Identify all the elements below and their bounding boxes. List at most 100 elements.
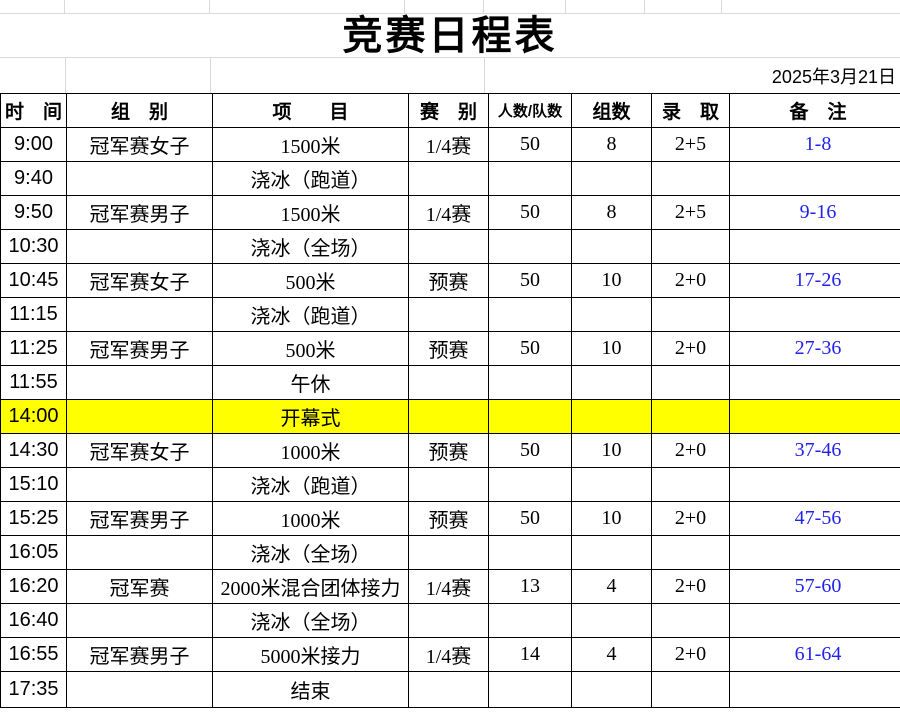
cell-count[interactable]	[488, 467, 572, 502]
cell-time[interactable]: 9:50	[0, 195, 67, 230]
cell-admit[interactable]: 2+0	[651, 569, 730, 604]
cell-groups[interactable]	[571, 603, 652, 638]
cell-note[interactable]	[729, 467, 900, 502]
cell-time[interactable]: 11:55	[0, 365, 67, 400]
cell-count[interactable]	[488, 229, 572, 264]
cell-group[interactable]	[66, 399, 213, 434]
cell-group[interactable]	[66, 467, 213, 502]
cell-event[interactable]: 浇冰（全场）	[212, 603, 409, 638]
cell-count[interactable]: 50	[488, 127, 572, 162]
cell-groups[interactable]: 8	[571, 195, 652, 230]
cell-race[interactable]: 1/4赛	[408, 569, 489, 604]
cell-groups[interactable]: 8	[571, 127, 652, 162]
cell-event[interactable]: 1000米	[212, 433, 409, 468]
cell-note[interactable]	[729, 365, 900, 400]
cell-time[interactable]: 15:10	[0, 467, 67, 502]
cell-count[interactable]: 50	[488, 331, 572, 366]
cell-group[interactable]: 冠军赛	[66, 569, 213, 604]
cell-count[interactable]: 13	[488, 569, 572, 604]
cell-event[interactable]: 午休	[212, 365, 409, 400]
cell-event[interactable]: 浇冰（跑道）	[212, 297, 409, 332]
cell-race[interactable]: 1/4赛	[408, 127, 489, 162]
cell-time[interactable]: 15:25	[0, 501, 67, 536]
cell-race[interactable]: 预赛	[408, 263, 489, 298]
cell-group[interactable]	[66, 603, 213, 638]
cell-race[interactable]	[408, 535, 489, 570]
cell-groups[interactable]: 10	[571, 263, 652, 298]
cell-race[interactable]	[408, 297, 489, 332]
header-note[interactable]: 备 注	[729, 93, 900, 128]
cell-time[interactable]: 16:20	[0, 569, 67, 604]
cell-time[interactable]: 9:40	[0, 161, 67, 196]
cell-admit[interactable]: 2+0	[651, 263, 730, 298]
cell-race[interactable]	[408, 467, 489, 502]
cell-note[interactable]: 17-26	[729, 263, 900, 298]
cell-note[interactable]	[729, 399, 900, 434]
cell-groups[interactable]: 10	[571, 433, 652, 468]
cell-event[interactable]: 浇冰（全场）	[212, 229, 409, 264]
cell-admit[interactable]	[651, 535, 730, 570]
cell-group[interactable]	[66, 297, 213, 332]
cell-event[interactable]: 浇冰（跑道）	[212, 467, 409, 502]
cell-groups[interactable]	[571, 467, 652, 502]
cell-count[interactable]	[488, 365, 572, 400]
cell-time[interactable]: 16:55	[0, 637, 67, 672]
cell-race[interactable]	[408, 229, 489, 264]
cell-note[interactable]: 61-64	[729, 637, 900, 672]
cell-group[interactable]	[66, 535, 213, 570]
cell-groups[interactable]: 4	[571, 637, 652, 672]
cell-note[interactable]: 9-16	[729, 195, 900, 230]
cell-count[interactable]	[488, 399, 572, 434]
cell-note[interactable]	[729, 535, 900, 570]
cell-admit[interactable]	[651, 365, 730, 400]
header-groups[interactable]: 组数	[571, 93, 652, 128]
cell-count[interactable]: 50	[488, 501, 572, 536]
cell-count[interactable]	[488, 161, 572, 196]
cell-note[interactable]	[729, 229, 900, 264]
cell-event[interactable]: 浇冰（跑道）	[212, 161, 409, 196]
cell-groups[interactable]	[571, 535, 652, 570]
cell-group[interactable]: 冠军赛男子	[66, 331, 213, 366]
cell-groups[interactable]: 10	[571, 331, 652, 366]
cell-note[interactable]	[729, 603, 900, 638]
cell-race[interactable]: 1/4赛	[408, 195, 489, 230]
cell-admit[interactable]	[651, 603, 730, 638]
header-event[interactable]: 项 目	[212, 93, 409, 128]
cell-event[interactable]: 2000米混合团体接力	[212, 569, 409, 604]
cell-time[interactable]: 11:15	[0, 297, 67, 332]
cell-groups[interactable]	[571, 399, 652, 434]
cell-time[interactable]: 10:30	[0, 229, 67, 264]
cell-time[interactable]: 16:40	[0, 603, 67, 638]
cell-admit[interactable]	[651, 229, 730, 264]
cell-admit[interactable]: 2+0	[651, 331, 730, 366]
cell-count[interactable]	[488, 535, 572, 570]
cell-time[interactable]: 17:35	[0, 671, 67, 708]
cell-race[interactable]	[408, 161, 489, 196]
cell-count[interactable]: 50	[488, 263, 572, 298]
cell-groups[interactable]	[571, 229, 652, 264]
cell-event[interactable]: 1000米	[212, 501, 409, 536]
cell-groups[interactable]	[571, 365, 652, 400]
cell-time[interactable]: 14:30	[0, 433, 67, 468]
cell-admit[interactable]	[651, 161, 730, 196]
cell-event[interactable]: 浇冰（全场）	[212, 535, 409, 570]
cell-race[interactable]: 预赛	[408, 501, 489, 536]
cell-admit[interactable]: 2+5	[651, 195, 730, 230]
header-race[interactable]: 赛 别	[408, 93, 489, 128]
header-admit[interactable]: 录 取	[651, 93, 730, 128]
cell-group[interactable]: 冠军赛男子	[66, 195, 213, 230]
cell-note[interactable]: 1-8	[729, 127, 900, 162]
cell-note[interactable]: 37-46	[729, 433, 900, 468]
cell-count[interactable]: 50	[488, 195, 572, 230]
cell-time[interactable]: 10:45	[0, 263, 67, 298]
cell-group[interactable]: 冠军赛男子	[66, 637, 213, 672]
cell-note[interactable]: 57-60	[729, 569, 900, 604]
cell-count[interactable]	[488, 671, 572, 708]
cell-admit[interactable]: 2+0	[651, 501, 730, 536]
cell-admit[interactable]	[651, 399, 730, 434]
cell-note[interactable]: 27-36	[729, 331, 900, 366]
cell-time[interactable]: 14:00	[0, 399, 67, 434]
cell-note[interactable]: 47-56	[729, 501, 900, 536]
cell-event[interactable]: 5000米接力	[212, 637, 409, 672]
cell-time[interactable]: 11:25	[0, 331, 67, 366]
